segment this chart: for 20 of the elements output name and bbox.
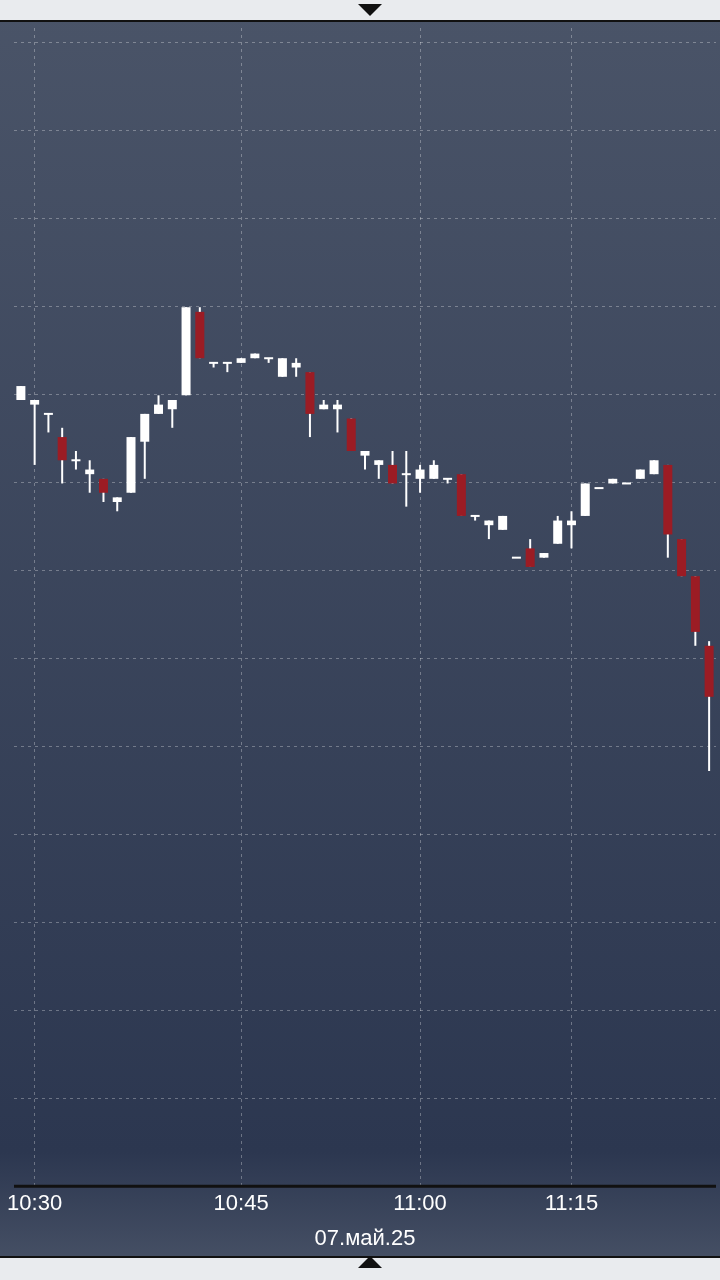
candlestick xyxy=(415,463,425,494)
candlestick xyxy=(154,394,164,415)
candlestick xyxy=(429,459,439,480)
candlestick xyxy=(388,449,398,485)
candlestick xyxy=(553,514,563,545)
candlestick xyxy=(401,449,411,508)
x-axis-title: 07.май.25 xyxy=(314,1224,416,1250)
candlestick xyxy=(291,357,301,378)
x-tick-label: 10:45 xyxy=(213,1190,269,1216)
candlestick xyxy=(30,398,40,466)
candlestick xyxy=(525,538,535,568)
candlestick xyxy=(374,459,384,480)
x-tick-label: 11:15 xyxy=(544,1190,599,1216)
candlestick xyxy=(71,449,81,471)
candlestick xyxy=(277,357,287,378)
candlestick xyxy=(167,398,177,429)
candlestick xyxy=(43,412,53,434)
x-tick-label: 10:30 xyxy=(7,1190,63,1216)
x-tick-label: 11:00 xyxy=(393,1190,447,1216)
candlestick xyxy=(57,426,67,485)
